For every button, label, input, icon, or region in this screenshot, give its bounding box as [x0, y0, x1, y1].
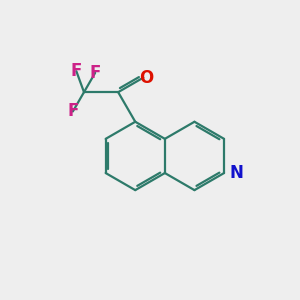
Text: F: F — [89, 64, 101, 82]
Text: O: O — [139, 69, 153, 87]
Text: F: F — [67, 103, 79, 121]
Text: F: F — [71, 62, 82, 80]
Text: N: N — [230, 164, 243, 182]
